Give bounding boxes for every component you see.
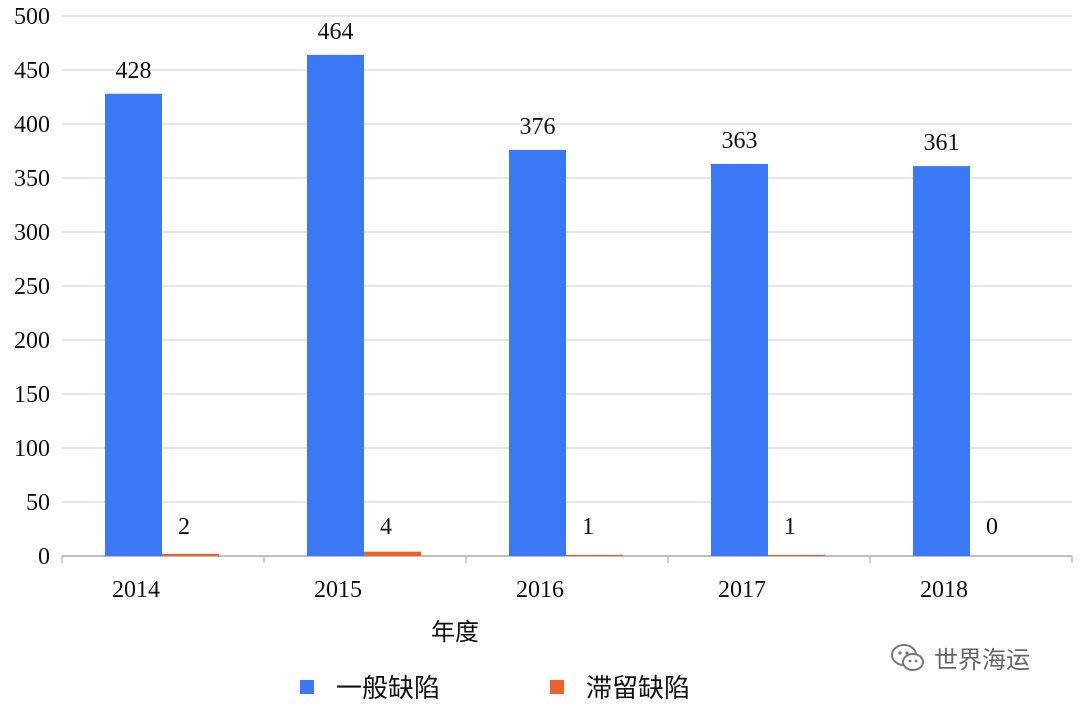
y-tick-label: 350 — [14, 166, 50, 192]
y-tick-label: 300 — [14, 220, 50, 246]
wechat-icon — [891, 643, 924, 671]
legend-item-series-1: 一般缺陷 — [300, 668, 440, 705]
x-tick-label: 2014 — [112, 577, 160, 603]
data-label-series-2: 1 — [582, 514, 594, 540]
data-label-series-2: 4 — [380, 514, 392, 540]
legend-swatch-series-2 — [550, 679, 565, 694]
bar-series-2 — [566, 554, 623, 556]
data-label-series-1: 361 — [924, 130, 960, 156]
x-axis-title: 年度 — [431, 618, 479, 646]
y-tick-label: 100 — [14, 436, 50, 462]
data-label-series-1: 363 — [722, 128, 758, 154]
legend-item-series-2: 滞留缺陷 — [550, 668, 690, 705]
legend-label-series-1: 一般缺陷 — [336, 674, 441, 704]
x-tick-label: 2015 — [314, 577, 362, 603]
bar-series-1 — [913, 166, 970, 556]
y-tick-label: 500 — [14, 4, 50, 30]
bar-series-2 — [768, 554, 825, 556]
data-label-series-2: 2 — [178, 514, 190, 540]
x-tick-label: 2017 — [718, 577, 766, 603]
bar-series-1 — [307, 54, 364, 556]
legend-swatch-series-1 — [300, 679, 314, 694]
legend-label-series-2: 滞留缺陷 — [586, 674, 691, 704]
watermark: 世界海运 — [890, 640, 1030, 675]
y-tick-label: 150 — [14, 382, 50, 408]
data-label-series-1: 428 — [116, 58, 152, 84]
bar-series-1 — [509, 149, 566, 557]
y-tick-label: 450 — [14, 58, 50, 84]
data-label-series-2: 0 — [986, 514, 998, 540]
bar-series-2 — [364, 551, 421, 556]
y-tick-label: 50 — [26, 490, 50, 516]
data-label-series-1: 464 — [318, 19, 354, 45]
bar-series-1 — [711, 163, 768, 556]
x-tick-label: 2016 — [516, 577, 564, 603]
y-tick-label: 0 — [38, 544, 50, 570]
y-tick-label: 250 — [14, 274, 50, 300]
y-tick-label: 200 — [14, 328, 50, 354]
data-label-series-2: 1 — [784, 514, 796, 540]
bar-series-1 — [105, 93, 162, 556]
bar-series-2 — [162, 553, 219, 556]
x-tick-label: 2018 — [920, 577, 968, 603]
watermark-text: 世界海运 — [934, 646, 1030, 674]
data-label-series-1: 376 — [520, 114, 556, 140]
y-tick-label: 400 — [14, 112, 50, 138]
legend: 一般缺陷 滞留缺陷 — [300, 668, 800, 705]
